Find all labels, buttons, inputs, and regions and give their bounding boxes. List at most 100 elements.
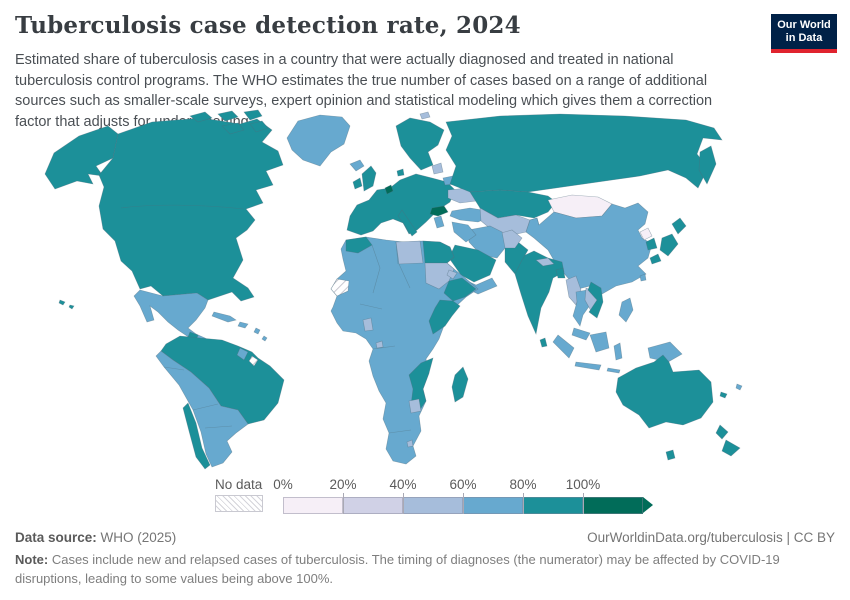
owid-logo[interactable]: Our World in Data xyxy=(771,14,837,53)
region-italy[interactable] xyxy=(397,209,418,237)
region-hispaniola[interactable] xyxy=(237,321,249,329)
chart-title: Tuberculosis case detection rate, 2024 xyxy=(15,12,521,39)
region-morocco[interactable] xyxy=(345,236,373,254)
region-russia[interactable] xyxy=(445,113,723,193)
footnote-label: Note: xyxy=(15,552,49,567)
region-french-guiana[interactable] xyxy=(248,355,259,367)
legend-tick xyxy=(343,493,344,514)
data-source-label: Data source: xyxy=(15,530,97,545)
region-australia[interactable] xyxy=(615,354,714,429)
region-iraq-syria[interactable] xyxy=(451,221,477,243)
region-ireland[interactable] xyxy=(352,177,363,190)
legend-no-data-swatch[interactable] xyxy=(215,495,263,512)
world-choropleth-map xyxy=(44,109,743,470)
region-netherlands[interactable] xyxy=(384,184,394,195)
africa-borders xyxy=(359,241,412,434)
region-indonesia[interactable] xyxy=(552,331,623,374)
region-east-africa[interactable] xyxy=(428,299,461,335)
legend-tick xyxy=(583,493,584,514)
legend-no-data-label: No data xyxy=(215,477,263,492)
footnote-value: Cases include new and relapsed cases of … xyxy=(15,552,780,586)
region-cuba[interactable] xyxy=(211,311,237,323)
legend-tick-label-60: 60% xyxy=(449,477,477,492)
data-source-value: WHO (2025) xyxy=(96,530,177,545)
region-north-korea[interactable] xyxy=(639,227,653,241)
footer: Data source: WHO (2025) OurWorldinData.o… xyxy=(15,530,835,545)
region-serbia-bulgaria[interactable] xyxy=(429,205,449,217)
region-svalbard[interactable] xyxy=(419,111,431,120)
region-ethiopia[interactable] xyxy=(443,277,477,302)
legend-seg-20-40[interactable] xyxy=(343,497,403,514)
legend-tick-label-0: 0% xyxy=(273,477,293,492)
region-saudi-arabia[interactable] xyxy=(448,244,497,283)
region-tasmania[interactable] xyxy=(665,449,676,461)
footnote: Note: Cases include new and relapsed cas… xyxy=(15,551,835,589)
legend-seg-40-60[interactable] xyxy=(403,497,463,514)
region-south-korea[interactable] xyxy=(645,237,658,251)
legend-tick-label-40: 40% xyxy=(389,477,417,492)
region-andes-argentina[interactable] xyxy=(155,350,249,468)
legend-tick-label-100: 100% xyxy=(565,477,601,492)
region-alaska[interactable] xyxy=(44,125,119,190)
region-ghana-benin[interactable] xyxy=(362,317,374,332)
owid-link[interactable]: OurWorldinData.org/tuberculosis | CC BY xyxy=(587,530,835,545)
region-fiji[interactable] xyxy=(735,383,743,391)
legend-no-data[interactable]: No data xyxy=(215,477,263,512)
region-hawaii[interactable] xyxy=(58,299,75,310)
region-chile[interactable] xyxy=(182,402,211,470)
region-libya[interactable] xyxy=(395,240,424,265)
region-kamchatka[interactable] xyxy=(698,145,717,185)
region-mexico[interactable] xyxy=(133,289,209,339)
region-philippines[interactable] xyxy=(618,297,634,323)
region-greece[interactable] xyxy=(433,215,445,229)
legend-tick-labels: 0% 20% 40% 60% 80% 100% xyxy=(273,477,643,494)
region-greenland[interactable] xyxy=(286,114,351,167)
region-lesotho[interactable] xyxy=(406,439,414,448)
region-denmark[interactable] xyxy=(396,168,405,177)
legend-tick-label-20: 20% xyxy=(329,477,357,492)
legend-color-bar xyxy=(283,493,653,514)
region-egypt[interactable] xyxy=(422,240,455,264)
region-western-sahara[interactable] xyxy=(330,278,350,297)
legend-tick xyxy=(403,493,404,514)
region-eritrea[interactable] xyxy=(446,269,458,280)
region-japan[interactable] xyxy=(649,217,687,265)
owid-logo-line2: in Data xyxy=(785,32,823,44)
region-arctic-islands[interactable] xyxy=(189,109,269,135)
legend-bar-wrap: 0% 20% 40% 60% 80% 100% xyxy=(273,477,653,514)
region-madagascar[interactable] xyxy=(451,366,469,403)
region-united-kingdom[interactable] xyxy=(361,165,377,192)
region-new-guinea[interactable] xyxy=(647,341,683,363)
region-guyana[interactable] xyxy=(236,347,249,361)
data-source: Data source: WHO (2025) xyxy=(15,530,176,545)
region-vietnam[interactable] xyxy=(587,281,604,319)
region-iceland[interactable] xyxy=(349,159,365,172)
legend-tick xyxy=(463,493,464,514)
region-malaysia[interactable] xyxy=(571,327,591,341)
region-new-zealand[interactable] xyxy=(715,424,741,457)
legend-seg-100-plus[interactable] xyxy=(583,497,643,514)
chart-subtitle: Estimated share of tuberculosis cases in… xyxy=(15,52,713,130)
region-sri-lanka[interactable] xyxy=(539,337,548,348)
legend-seg-0-20[interactable] xyxy=(283,497,343,514)
region-baltics[interactable] xyxy=(431,162,444,175)
region-scandinavia[interactable] xyxy=(395,117,445,171)
region-bangladesh[interactable] xyxy=(555,267,566,279)
region-canada-usa[interactable] xyxy=(98,117,284,302)
legend-seg-80-100[interactable] xyxy=(523,497,583,514)
legend-tick xyxy=(523,493,524,514)
us-canada-border xyxy=(120,204,245,210)
region-caribbean-islands[interactable] xyxy=(253,327,268,342)
owid-logo-line1: Our World xyxy=(777,19,831,31)
region-zambia-mozambique[interactable] xyxy=(408,357,434,412)
region-new-caledonia[interactable] xyxy=(719,391,728,399)
region-zimbabwe[interactable] xyxy=(408,398,422,414)
region-india[interactable] xyxy=(514,250,565,335)
region-taiwan[interactable] xyxy=(639,273,647,282)
region-africa-base[interactable] xyxy=(330,236,479,465)
south-america-borders xyxy=(163,366,233,429)
region-nepal[interactable] xyxy=(535,257,555,267)
region-equatorial-guinea[interactable] xyxy=(375,340,384,349)
legend-seg-60-80[interactable] xyxy=(463,497,523,514)
legend-tick-label-80: 80% xyxy=(509,477,537,492)
